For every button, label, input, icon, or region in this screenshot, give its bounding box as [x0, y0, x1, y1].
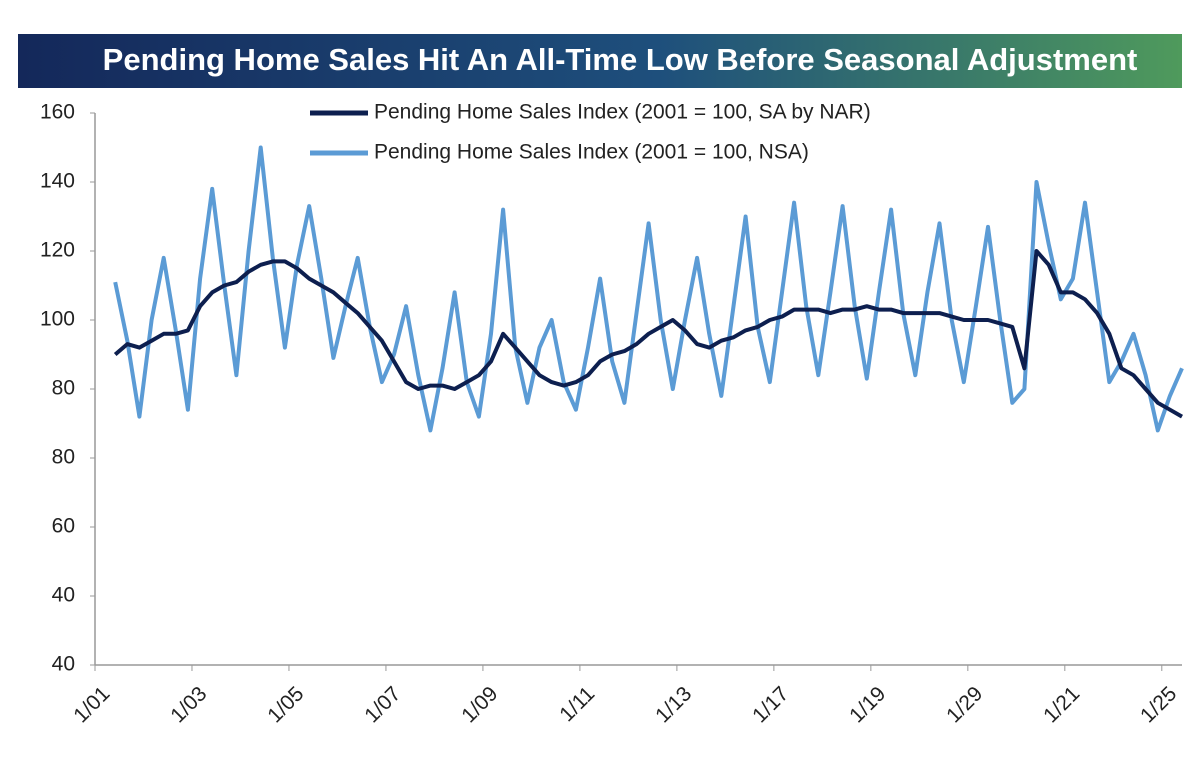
x-tick-label: 1/17: [748, 682, 793, 727]
x-tick-label: 1/01: [69, 682, 114, 727]
y-tick-label: 120: [40, 239, 75, 262]
series-line: [113, 145, 1184, 433]
x-tick-label: 1/19: [845, 682, 890, 727]
y-tick-label: 140: [40, 170, 75, 193]
x-tick-label: 1/11: [555, 682, 599, 726]
chart-title: Pending Home Sales Hit An All-Time Low B…: [103, 42, 1138, 77]
y-tick-label: 80: [52, 446, 75, 469]
x-tick-label: 1/05: [263, 682, 308, 727]
y-tick-label: 60: [52, 515, 75, 538]
title-banner: [18, 34, 1182, 88]
legend-label: Pending Home Sales Index (2001 = 100, SA…: [374, 101, 871, 124]
x-tick-label: 1/07: [360, 682, 405, 727]
y-tick-label: 160: [40, 101, 75, 124]
x-tick-label: 1/03: [166, 682, 211, 727]
y-tick-label: 80: [52, 377, 75, 400]
y-tick-label: 40: [52, 584, 75, 607]
x-tick-label: 1/21: [1039, 682, 1084, 727]
x-tick-label: 1/25: [1136, 682, 1181, 727]
series-line: [113, 249, 1183, 419]
x-tick-label: 1/09: [457, 682, 502, 727]
y-tick-label: 40: [52, 653, 75, 676]
x-tick-label: 1/29: [942, 682, 987, 727]
legend-label: Pending Home Sales Index (2001 = 100, NS…: [374, 141, 809, 164]
x-tick-label: 1/13: [651, 682, 696, 727]
y-tick-label: 100: [40, 308, 75, 331]
